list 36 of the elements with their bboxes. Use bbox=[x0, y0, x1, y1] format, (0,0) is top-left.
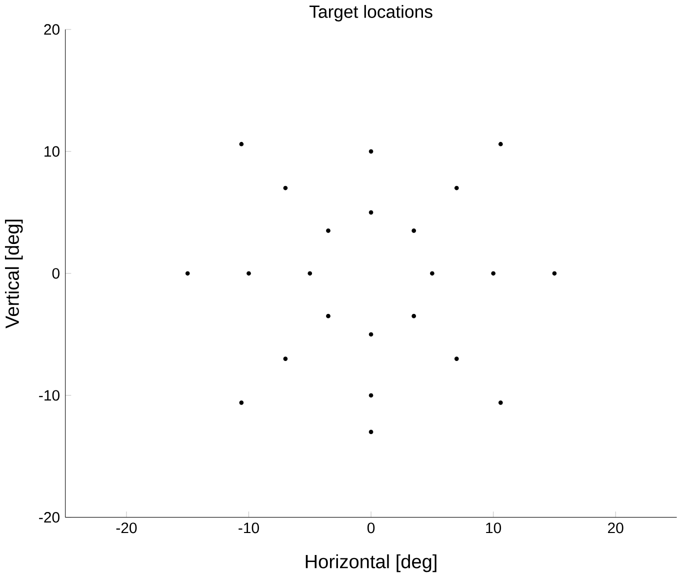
x-tick-label: -10 bbox=[238, 522, 259, 534]
x-tick-label: 20 bbox=[608, 522, 624, 534]
x-axis-title: Horizontal [deg] bbox=[306, 554, 436, 572]
y-tick-label: 0 bbox=[52, 268, 60, 279]
point bbox=[326, 314, 330, 318]
point bbox=[498, 142, 503, 146]
x-tick-label: 0 bbox=[367, 522, 375, 534]
y-tick-label: -20 bbox=[39, 512, 60, 523]
point bbox=[454, 356, 459, 361]
y-tick-label: -10 bbox=[39, 390, 60, 401]
point bbox=[185, 271, 190, 276]
point bbox=[239, 142, 244, 146]
point bbox=[552, 271, 557, 276]
y-tick-label: 20 bbox=[44, 24, 60, 35]
point bbox=[491, 271, 496, 276]
point bbox=[368, 210, 374, 215]
point bbox=[430, 271, 434, 276]
point bbox=[454, 186, 459, 190]
point bbox=[368, 332, 374, 337]
point bbox=[498, 400, 503, 405]
x-tick-label: -20 bbox=[116, 522, 137, 534]
point bbox=[326, 228, 330, 233]
point bbox=[368, 149, 374, 154]
point bbox=[283, 186, 288, 190]
point bbox=[283, 356, 288, 361]
x-tick-label: 10 bbox=[486, 522, 502, 534]
chart-title: Target locations bbox=[309, 4, 432, 22]
y-tick-label: 10 bbox=[44, 146, 60, 157]
point bbox=[368, 430, 374, 434]
point bbox=[239, 400, 244, 405]
point bbox=[412, 228, 416, 233]
point bbox=[368, 393, 374, 398]
point bbox=[246, 271, 251, 276]
point bbox=[412, 314, 416, 318]
point bbox=[308, 271, 312, 276]
y-axis-title: Vertical [deg] bbox=[4, 220, 23, 328]
